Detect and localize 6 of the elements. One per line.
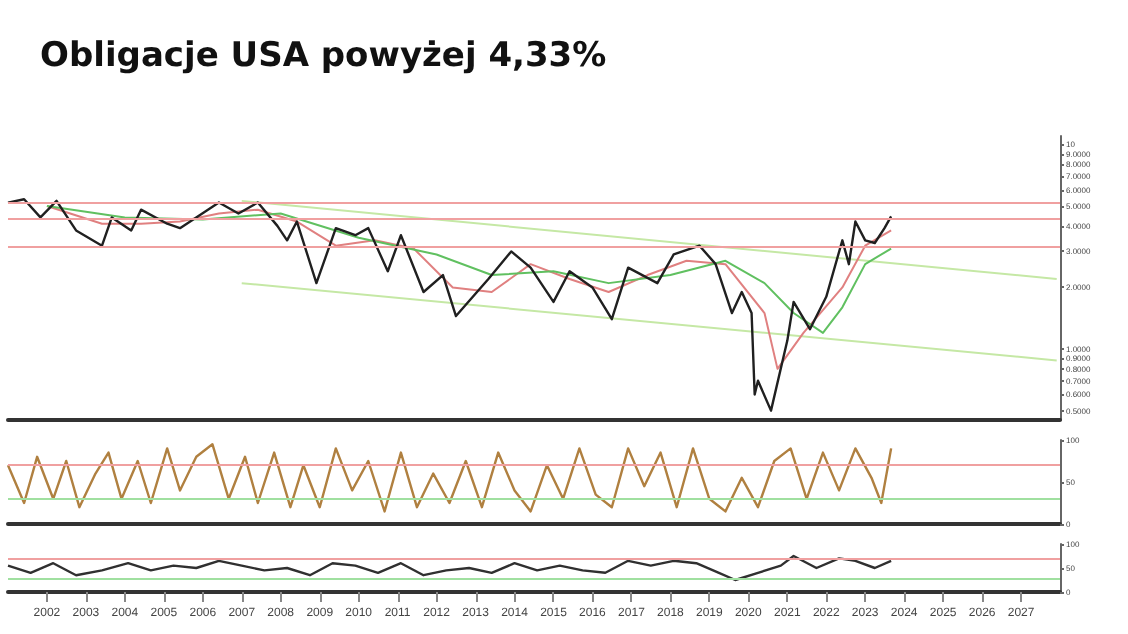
line-series bbox=[6, 554, 893, 582]
line-series bbox=[6, 198, 893, 412]
line-series bbox=[6, 443, 893, 513]
line-series bbox=[45, 205, 893, 334]
chart-title: Obligacje USA powyżej 4,33% bbox=[40, 36, 607, 76]
line-series bbox=[45, 205, 893, 370]
